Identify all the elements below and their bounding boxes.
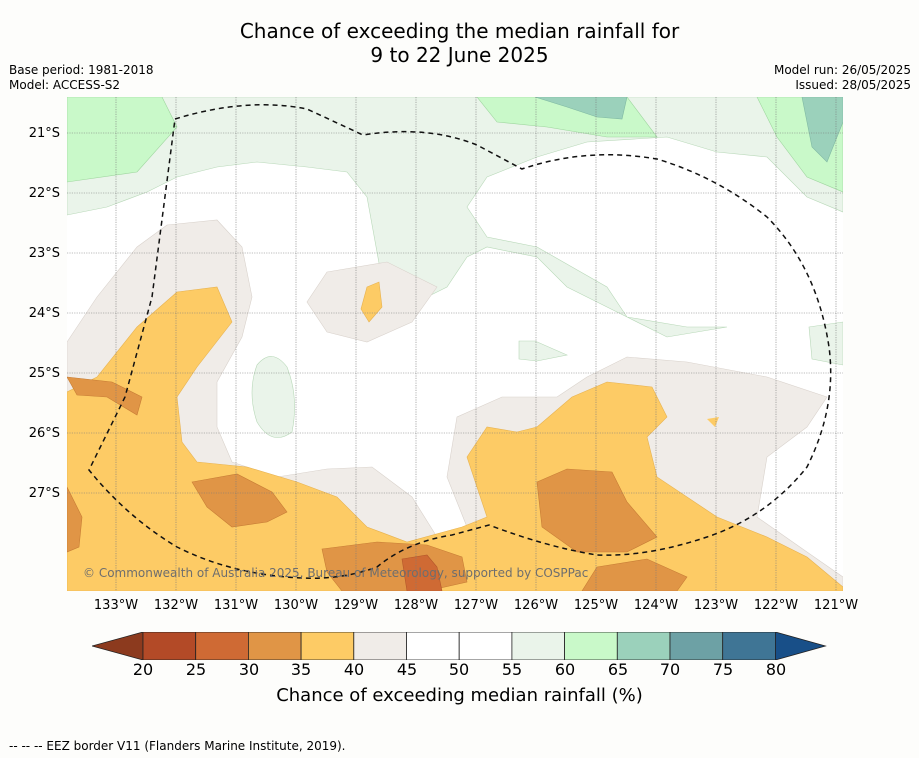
region-55-60-small-b <box>518 340 568 362</box>
lat-label: 22°S <box>28 186 60 201</box>
lat-label: 24°S <box>28 306 60 321</box>
lon-label: 123°W <box>693 598 739 613</box>
eez-border <box>88 104 832 579</box>
region-30-35-mid <box>191 473 288 528</box>
base-period: Base period: 1981-2018 <box>9 63 154 77</box>
region-65-70-top <box>534 97 628 120</box>
left-metadata: Base period: 1981-2018 Model: ACCESS-S2 <box>9 63 154 93</box>
colorbar-segment <box>406 631 460 661</box>
region-30-35-west-edge <box>67 486 83 553</box>
lon-label: 130°W <box>273 598 319 613</box>
region-30-35-east <box>536 468 658 553</box>
colorbar-segment <box>353 631 407 661</box>
colorbar-tick: 60 <box>554 660 576 679</box>
region-55-60-east <box>808 321 843 366</box>
colorbar-tick: 20 <box>132 660 154 679</box>
lon-label: 129°W <box>333 598 379 613</box>
colorbar-tick: 50 <box>448 660 470 679</box>
graticule <box>67 97 843 591</box>
colorbar-tick: 30 <box>238 660 260 679</box>
region-35-40-small <box>360 281 383 323</box>
region-30-35-se <box>581 558 688 591</box>
colorbar-tick: 65 <box>607 660 629 679</box>
colorbar-tick: 80 <box>765 660 787 679</box>
lat-label: 27°S <box>28 486 60 501</box>
eez-footnote: -- -- -- EEZ border V11 (Flanders Marine… <box>9 739 346 753</box>
model-name: Model: ACCESS-S2 <box>9 78 121 92</box>
colorbar-segment <box>142 631 197 661</box>
colorbar-tick: 35 <box>290 660 312 679</box>
region-55-60-north <box>67 97 843 338</box>
lon-label: 126°W <box>513 598 559 613</box>
lon-label: 124°W <box>633 598 679 613</box>
region-60-65-nw <box>67 97 178 183</box>
colorbar-tick: 75 <box>712 660 734 679</box>
lon-label: 132°W <box>153 598 199 613</box>
region-55-60-small-a <box>251 356 295 438</box>
lon-label: 128°W <box>393 598 439 613</box>
colorbar <box>90 631 832 664</box>
map-title: Chance of exceeding the median rainfall … <box>0 19 919 67</box>
lon-label: 131°W <box>213 598 259 613</box>
colorbar-segment <box>616 631 671 661</box>
lon-label: 122°W <box>753 598 799 613</box>
issued-date: Issued: 28/05/2025 <box>795 78 911 92</box>
copyright-notice: © Commonwealth of Australia 2025, Bureau… <box>83 566 589 580</box>
colorbar-tick: 40 <box>343 660 365 679</box>
region-65-70-ne <box>801 97 843 163</box>
colorbar-segment <box>722 631 776 661</box>
title-line-1: Chance of exceeding the median rainfall … <box>239 19 680 43</box>
region-30-35-west <box>67 376 143 416</box>
colorbar-tick: 55 <box>501 660 523 679</box>
colorbar-segment <box>564 631 618 661</box>
lat-label: 23°S <box>28 246 60 261</box>
colorbar-segment <box>669 631 724 661</box>
rainfall-map <box>67 97 843 591</box>
title-line-2: 9 to 22 June 2025 <box>370 43 549 67</box>
lat-label: 25°S <box>28 366 60 381</box>
lon-label: 121°W <box>813 598 859 613</box>
colorbar-segment <box>511 631 565 661</box>
colorbar-label: Chance of exceeding median rainfall (%) <box>276 685 643 706</box>
colorbar-segment <box>247 631 302 661</box>
lat-label: 21°S <box>28 126 60 141</box>
lon-label: 127°W <box>453 598 499 613</box>
map-panel: © Commonwealth of Australia 2025, Bureau… <box>67 97 843 591</box>
lon-label: 125°W <box>573 598 619 613</box>
colorbar-extend-low <box>90 631 144 661</box>
colorbar-segment <box>458 631 513 661</box>
colorbar-tick: 45 <box>396 660 418 679</box>
region-25-30-south <box>401 554 443 591</box>
model-run: Model run: 26/05/2025 <box>773 63 911 77</box>
colorbar-segment <box>300 631 355 661</box>
right-metadata: Model run: 26/05/2025 Issued: 28/05/2025 <box>774 63 911 93</box>
colorbar-graphic <box>90 631 827 661</box>
colorbar-tick: 25 <box>185 660 207 679</box>
colorbar-tick: 70 <box>659 660 681 679</box>
colorbar-extend-high <box>775 631 827 661</box>
lon-label: 133°W <box>93 598 139 613</box>
lat-label: 26°S <box>28 426 60 441</box>
colorbar-segment <box>195 631 249 661</box>
